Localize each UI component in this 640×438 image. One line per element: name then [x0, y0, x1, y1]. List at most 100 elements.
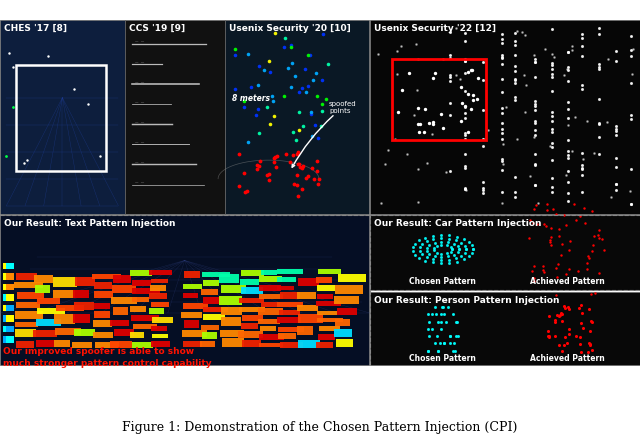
- Point: [530, 74, 540, 81]
- Point: [563, 148, 573, 155]
- Point: [429, 239, 440, 246]
- Point: [547, 62, 557, 69]
- Point: [611, 181, 621, 188]
- Point: [451, 237, 461, 244]
- Point: [460, 185, 470, 192]
- Point: [463, 128, 474, 135]
- Point: [254, 63, 264, 70]
- Bar: [130, 332, 144, 338]
- Point: [530, 56, 540, 63]
- Point: [563, 49, 573, 56]
- Point: [628, 45, 639, 52]
- Point: [543, 333, 554, 340]
- Point: [408, 247, 418, 254]
- Point: [312, 158, 322, 165]
- Point: [420, 257, 431, 264]
- Point: [497, 135, 507, 142]
- Bar: [220, 330, 244, 337]
- Point: [611, 123, 621, 130]
- Bar: [239, 297, 264, 303]
- Point: [286, 42, 296, 49]
- Point: [563, 105, 573, 112]
- Point: [301, 174, 312, 181]
- Point: [547, 87, 557, 94]
- Point: [423, 311, 433, 318]
- Point: [611, 155, 621, 162]
- Point: [497, 109, 507, 116]
- Point: [478, 187, 488, 194]
- Bar: [225, 21, 369, 214]
- Bar: [183, 342, 202, 347]
- Point: [312, 93, 322, 100]
- Bar: [316, 343, 333, 348]
- Bar: [184, 271, 200, 279]
- Point: [547, 139, 557, 146]
- Bar: [3, 263, 11, 269]
- Point: [390, 136, 401, 143]
- Point: [412, 41, 422, 48]
- Point: [427, 311, 437, 318]
- Point: [285, 83, 296, 90]
- Bar: [35, 285, 50, 293]
- Point: [427, 131, 437, 138]
- Point: [559, 303, 569, 310]
- Bar: [201, 325, 219, 330]
- Text: —  —: — —: [136, 120, 145, 124]
- Point: [314, 176, 324, 183]
- Point: [530, 162, 540, 169]
- Point: [585, 327, 595, 334]
- Point: [460, 185, 470, 192]
- Point: [439, 340, 449, 347]
- Bar: [280, 292, 300, 299]
- Point: [611, 126, 621, 133]
- Point: [529, 134, 540, 141]
- Point: [410, 251, 420, 258]
- Point: [578, 155, 588, 162]
- Bar: [221, 307, 242, 315]
- Point: [412, 105, 422, 112]
- Point: [293, 161, 303, 168]
- Point: [306, 108, 316, 115]
- Point: [432, 332, 442, 339]
- Bar: [6, 273, 14, 280]
- Bar: [110, 320, 129, 326]
- Point: [317, 76, 328, 83]
- Point: [611, 127, 621, 134]
- Bar: [220, 297, 242, 304]
- Point: [530, 132, 540, 139]
- Point: [602, 118, 612, 125]
- Bar: [92, 274, 120, 279]
- Point: [461, 246, 472, 253]
- Point: [289, 180, 300, 187]
- Point: [460, 104, 470, 111]
- Point: [413, 199, 424, 206]
- Point: [246, 84, 257, 91]
- Point: [468, 96, 479, 103]
- Text: —  —: — —: [136, 160, 145, 164]
- Point: [564, 326, 575, 333]
- Point: [445, 168, 455, 175]
- Point: [270, 153, 280, 160]
- Point: [510, 193, 520, 200]
- Point: [463, 238, 474, 245]
- Point: [447, 246, 458, 253]
- Point: [294, 109, 304, 116]
- Point: [547, 183, 557, 190]
- Point: [478, 179, 488, 186]
- Point: [577, 161, 587, 168]
- Point: [547, 175, 557, 182]
- Point: [450, 347, 460, 354]
- Point: [530, 181, 540, 188]
- Point: [563, 168, 573, 175]
- Text: 8 meters: 8 meters: [232, 95, 269, 103]
- Bar: [319, 326, 340, 331]
- Bar: [0, 21, 125, 214]
- Bar: [113, 275, 131, 283]
- Text: Achieved Pattern: Achieved Pattern: [530, 353, 604, 363]
- Point: [308, 77, 319, 84]
- Point: [578, 324, 588, 331]
- Point: [577, 165, 587, 172]
- Point: [269, 155, 279, 162]
- Point: [428, 121, 438, 128]
- Text: —  —: — —: [136, 180, 145, 184]
